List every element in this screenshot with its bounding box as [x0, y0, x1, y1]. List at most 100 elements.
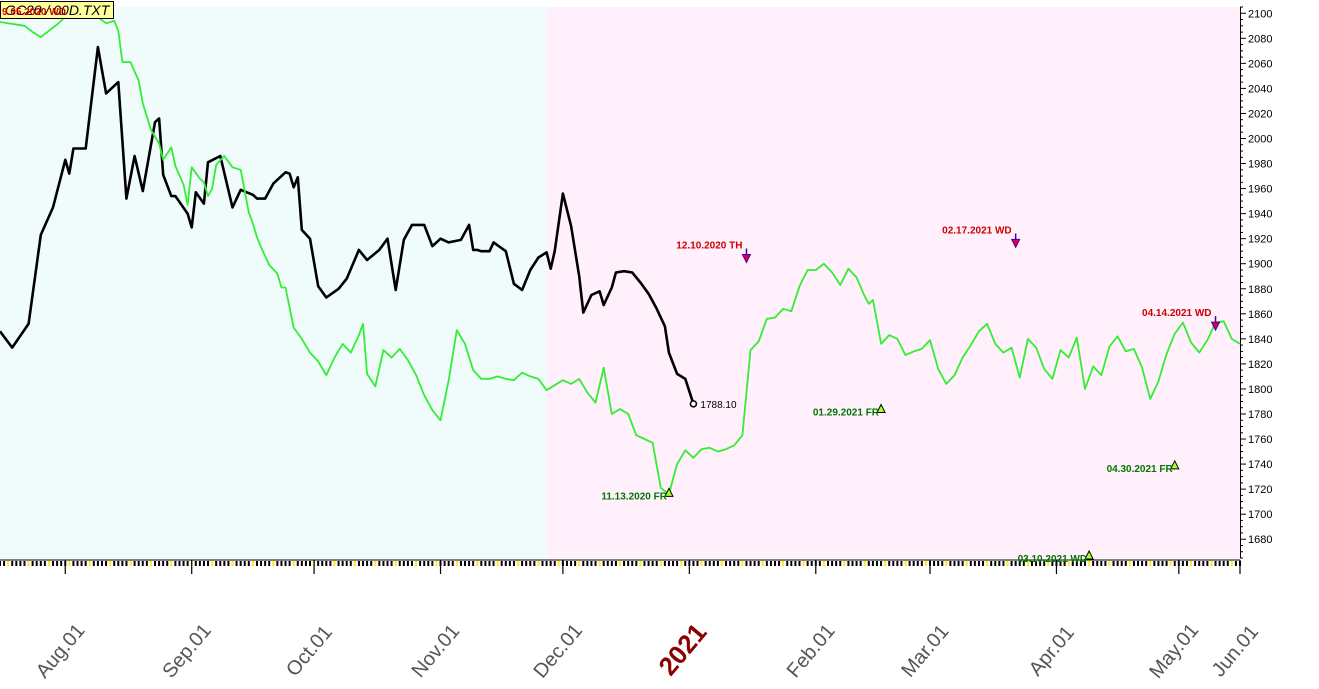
x-minor-tick [304, 561, 307, 566]
x-minor-tick [96, 561, 99, 566]
top-date-label: 9.05.2020 WD [2, 7, 66, 18]
x-minor-tick [158, 561, 161, 566]
x-minor-tick [986, 561, 989, 566]
x-minor-tick [529, 561, 532, 566]
high-label: 02.17.2021 WD [942, 225, 1012, 236]
x-minor-tick [109, 561, 112, 566]
x-minor-tick [31, 561, 34, 566]
x-minor-tick [125, 561, 128, 566]
x-minor-tick [786, 561, 789, 566]
y-tick-label: 2100 [1248, 8, 1272, 20]
x-minor-tick [223, 561, 226, 566]
x-minor-tick [260, 561, 263, 566]
x-minor-tick [643, 561, 646, 566]
x-minor-tick [292, 561, 295, 566]
y-tick-label: 2080 [1248, 33, 1272, 45]
x-minor-tick [969, 561, 972, 566]
x-minor-tick [1120, 561, 1123, 566]
x-minor-tick [1088, 561, 1091, 566]
series-price-line [0, 45, 695, 405]
x-tick-label: Apr.01 [1025, 622, 1079, 680]
x-tick-label: Mar.01 [897, 621, 953, 682]
x-minor-tick [145, 561, 148, 566]
x-minor-tick [194, 561, 197, 566]
x-tick-label: Jun.01 [1208, 621, 1263, 681]
x-minor-tick [382, 561, 385, 566]
x-minor-tick [774, 561, 776, 566]
x-minor-tick [341, 561, 344, 566]
x-minor-tick [635, 561, 638, 566]
x-minor-tick [1026, 561, 1029, 566]
x-minor-tick [1104, 561, 1107, 566]
x-minor-tick [255, 561, 258, 566]
low-label: 03.10.2021 WD [1018, 554, 1088, 565]
x-minor-tick [533, 561, 536, 566]
x-minor-tick [880, 561, 883, 566]
x-minor-tick [1222, 561, 1225, 566]
x-minor-tick [798, 561, 801, 566]
x-minor-tick [1173, 561, 1176, 566]
x-minor-tick [56, 561, 59, 566]
x-minor-tick [1141, 561, 1144, 566]
x-minor-tick [1145, 561, 1148, 566]
x-minor-tick [374, 561, 377, 566]
x-minor-tick [390, 561, 393, 566]
x-minor-tick [178, 561, 181, 566]
x-minor-tick [708, 561, 711, 566]
x-minor-tick [843, 561, 846, 566]
x-minor-tick [202, 561, 205, 566]
x-minor-tick [508, 561, 511, 566]
x-tick-label: Sep.01 [158, 620, 216, 683]
x-minor-tick [284, 561, 287, 566]
last-value-label: 1788.10 [700, 400, 737, 411]
x-minor-tick [941, 561, 944, 566]
high-label: 04.14.2021 WD [1142, 308, 1212, 319]
x-minor-tick [790, 561, 793, 566]
x-minor-tick [965, 561, 968, 566]
x-minor-tick [655, 561, 658, 566]
x-minor-tick [504, 561, 507, 566]
x-minor-tick [757, 561, 760, 566]
x-minor-tick [627, 561, 630, 566]
x-minor-tick [80, 561, 83, 566]
y-tick-label: 2040 [1248, 83, 1272, 95]
x-minor-tick [47, 561, 50, 566]
x-minor-tick [659, 561, 662, 566]
x-minor-tick [410, 561, 413, 566]
x-minor-tick [276, 561, 279, 566]
x-minor-tick [827, 561, 830, 566]
x-minor-tick [1218, 561, 1221, 566]
x-minor-tick [1092, 561, 1095, 566]
x-minor-tick [211, 561, 214, 566]
x-minor-tick [590, 561, 593, 566]
x-minor-tick [953, 561, 956, 566]
x-minor-tick [916, 561, 919, 566]
x-minor-tick [586, 561, 589, 566]
x-minor-tick [455, 561, 458, 566]
x-minor-tick [1006, 561, 1009, 566]
x-minor-tick [896, 561, 899, 566]
x-minor-tick [851, 561, 854, 566]
x-minor-tick [1198, 561, 1201, 566]
x-minor-tick [859, 561, 862, 566]
x-minor-tick [565, 561, 568, 566]
x-minor-tick [537, 561, 540, 566]
x-minor-tick [235, 561, 238, 566]
x-minor-tick [7, 561, 10, 566]
x-minor-tick [207, 561, 210, 566]
x-minor-tick [349, 561, 352, 566]
y-tick-label: 1840 [1248, 334, 1272, 346]
x-minor-tick [700, 561, 703, 566]
x-minor-tick [1137, 561, 1140, 566]
x-minor-tick [614, 561, 617, 566]
x-minor-tick [716, 561, 719, 566]
x-minor-tick [1084, 561, 1086, 566]
x-minor-tick [570, 561, 573, 566]
x-minor-tick [345, 561, 348, 566]
x-minor-tick [435, 561, 438, 566]
x-minor-tick [741, 561, 744, 566]
x-minor-tick [745, 561, 748, 566]
x-minor-tick [162, 561, 165, 566]
x-minor-tick [264, 561, 267, 566]
x-minor-tick [525, 561, 528, 566]
